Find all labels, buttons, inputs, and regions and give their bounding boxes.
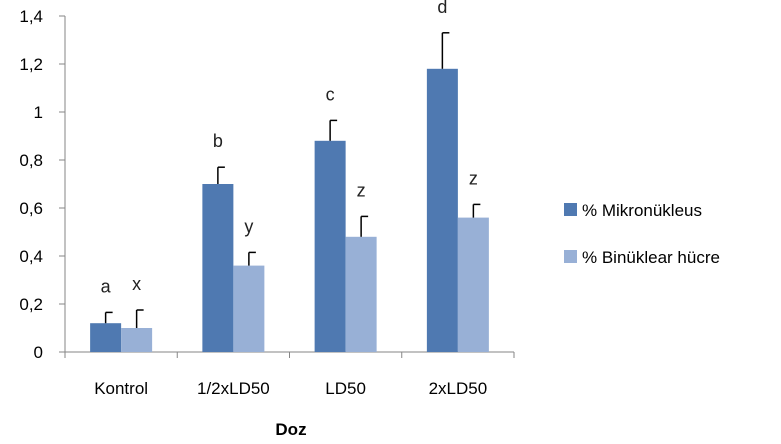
y-tick-label: 0 — [34, 343, 43, 362]
legend-swatch — [564, 250, 577, 263]
significance-letter: z — [357, 180, 366, 200]
bar — [202, 184, 234, 352]
bar — [233, 265, 265, 352]
bar — [426, 68, 458, 353]
y-tick-labels: 0 0,2 0,4 0,6 0,8 1 1,2 1,4 — [19, 7, 43, 362]
y-tick-label: 0,4 — [19, 247, 43, 266]
y-tick-label: 0,6 — [19, 199, 43, 218]
x-axis-label: Doz — [275, 420, 306, 439]
y-tick-label: 1,2 — [19, 55, 43, 74]
x-tick-label: 2xLD50 — [429, 379, 488, 398]
bars — [90, 68, 489, 353]
significance-letter: b — [213, 131, 223, 151]
y-tick-label: 0,2 — [19, 295, 43, 314]
significance-letter: x — [132, 274, 141, 294]
legend-label: % Mikronükleus — [582, 201, 702, 220]
x-tick-label: 1/2xLD50 — [197, 379, 270, 398]
significance-letter: z — [469, 168, 478, 188]
bar — [457, 217, 489, 352]
x-tick-label: Kontrol — [94, 379, 148, 398]
y-tick-label: 0,8 — [19, 151, 43, 170]
error-bars — [104, 32, 481, 328]
significance-letter: d — [437, 0, 447, 17]
y-tick-label: 1,4 — [19, 7, 43, 26]
legend: % Mikronükleus % Binüklear hücre — [564, 201, 720, 267]
significance-letter: y — [244, 216, 253, 236]
legend-swatch — [564, 203, 577, 216]
bar — [121, 328, 153, 352]
bar — [314, 140, 346, 352]
y-tick-label: 1 — [34, 103, 43, 122]
x-tick-label: LD50 — [325, 379, 366, 398]
legend-label: % Binüklear hücre — [582, 248, 720, 267]
bar — [90, 323, 122, 352]
significance-letter: c — [326, 84, 335, 104]
bar — [345, 236, 377, 352]
significance-letters: a b c d x y z z — [101, 0, 478, 296]
x-tick-labels: Kontrol 1/2xLD50 LD50 2xLD50 — [94, 379, 487, 398]
significance-letter: a — [101, 276, 112, 296]
